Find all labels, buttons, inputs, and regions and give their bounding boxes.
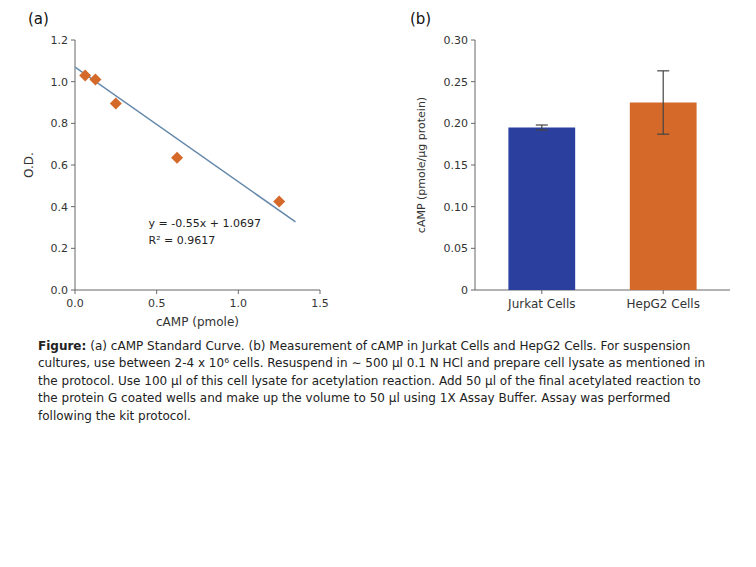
equation: y = -0.55x + 1.0697 — [149, 217, 261, 230]
error-bar — [657, 71, 669, 134]
y-axis-label: cAMP (pmole/μg protein) — [415, 97, 428, 233]
error-cap — [657, 70, 669, 71]
scatter-point — [273, 195, 285, 207]
panel-label: (a) — [28, 10, 49, 28]
y-tick-label: 0.4 — [51, 201, 69, 214]
bar — [508, 128, 575, 291]
y-tick — [71, 206, 75, 207]
error-stem — [541, 125, 542, 130]
scatter-point — [79, 69, 91, 81]
y-tick-label: 0.30 — [444, 34, 469, 47]
x-tick-label: 1.0 — [230, 297, 248, 310]
equation: R² = 0.9617 — [149, 234, 216, 247]
error-cap — [657, 134, 669, 135]
x-tick-label: Jurkat Cells — [507, 297, 575, 311]
caption-text: (a) cAMP Standard Curve. (b) Measurement… — [38, 339, 705, 423]
x-tick — [541, 290, 542, 294]
y-tick — [471, 123, 475, 124]
y-tick — [471, 40, 475, 41]
x-axis-line — [75, 290, 320, 291]
x-tick-label: HepG2 Cells — [626, 297, 699, 311]
error-cap — [536, 124, 548, 125]
y-tick — [471, 290, 475, 291]
y-tick-label: 0.0 — [51, 284, 69, 297]
x-tick — [238, 290, 239, 294]
x-tick-label: 0.5 — [148, 297, 166, 310]
scatter-point — [110, 98, 122, 110]
y-tick-label: 0.25 — [444, 76, 469, 89]
y-tick — [71, 248, 75, 249]
scatter-point — [89, 74, 101, 86]
y-tick — [471, 248, 475, 249]
x-tick — [75, 290, 76, 294]
y-tick-label: 0.10 — [444, 201, 469, 214]
x-axis-label: cAMP (pmole) — [156, 315, 239, 329]
panel-label: (b) — [410, 10, 431, 28]
x-tick — [156, 290, 157, 294]
y-tick-label: 0.15 — [444, 159, 469, 172]
scatter-point — [171, 152, 183, 164]
x-tick-label: 0.0 — [66, 297, 84, 310]
plot-area — [75, 67, 296, 222]
y-tick-label: 0.8 — [51, 117, 69, 130]
caption: Figure:(a) cAMP Standard Curve. (b) Meas… — [38, 338, 718, 425]
y-tick — [71, 40, 75, 41]
error-bar — [536, 125, 548, 130]
y-tick-label: 0.2 — [51, 242, 69, 255]
x-tick — [663, 290, 664, 294]
plot-area — [508, 71, 696, 290]
y-tick-label: 0 — [461, 284, 468, 297]
y-tick — [471, 81, 475, 82]
y-tick — [471, 206, 475, 207]
y-tick-label: 1.2 — [51, 34, 69, 47]
y-tick — [471, 165, 475, 166]
error-stem — [663, 71, 664, 134]
y-tick-label: 0.20 — [444, 117, 469, 130]
regression-line — [75, 67, 296, 222]
y-tick-label: 1.0 — [51, 76, 69, 89]
y-tick — [71, 81, 75, 82]
caption-label: Figure: — [38, 339, 86, 353]
x-tick — [320, 290, 321, 294]
y-axis-label: O.D. — [22, 152, 36, 178]
y-tick — [71, 165, 75, 166]
y-tick — [71, 290, 75, 291]
y-tick — [71, 123, 75, 124]
error-cap — [536, 129, 548, 130]
y-tick-label: 0.05 — [444, 242, 469, 255]
y-tick-label: 0.6 — [51, 159, 69, 172]
x-tick-label: 1.5 — [311, 297, 329, 310]
